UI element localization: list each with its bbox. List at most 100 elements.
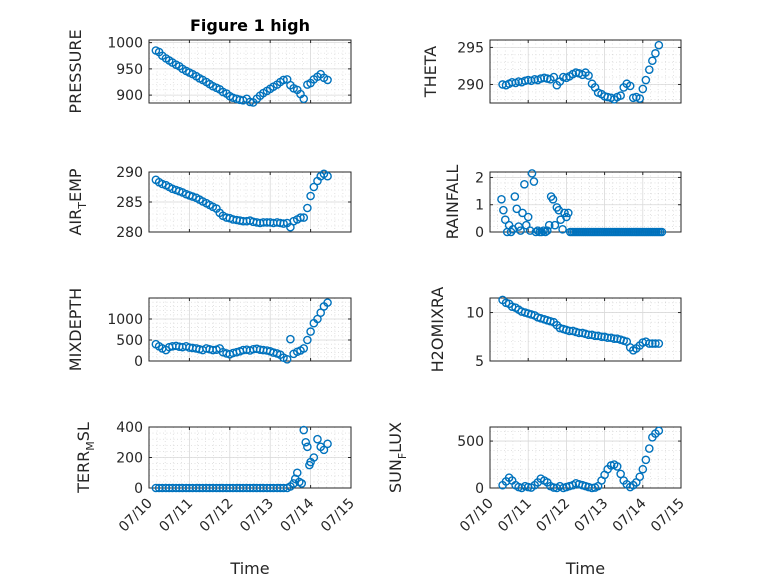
data-point (539, 226, 548, 235)
data-point (523, 212, 533, 222)
data-point (543, 226, 552, 235)
data-point (651, 339, 660, 348)
data-point (151, 483, 161, 493)
x-tick-label: 07/10 (457, 496, 497, 536)
x-tick-label: 07/14 (278, 495, 318, 535)
data-point (188, 192, 197, 201)
data-point (546, 316, 555, 326)
data-point (303, 335, 312, 345)
y-tick-label: 0 (475, 225, 484, 241)
subplot-8: 0 500 SUNFLUX 07/1007/1107/1207/1307/1407/1… (386, 422, 688, 578)
axes-frame (489, 297, 682, 362)
x-tick-label: 07/12 (533, 496, 573, 536)
data-point (537, 227, 546, 237)
data-point (242, 216, 252, 226)
data-point (279, 219, 288, 228)
data-point (309, 182, 319, 192)
y-axis-label: AIRTEMP (66, 168, 89, 235)
y-tick-label: 0 (475, 481, 484, 497)
y-tick-label: 280 (116, 225, 143, 241)
x-tick-label: 07/15 (318, 496, 358, 536)
data-point (638, 84, 648, 94)
data-point (303, 203, 312, 213)
data-point (549, 483, 559, 492)
data-point (297, 479, 307, 488)
data-point (323, 439, 332, 449)
data-point (548, 194, 558, 204)
x-tick-label: 07/11 (495, 496, 535, 536)
data-point (272, 483, 282, 493)
y-tick-label: 500 (116, 333, 143, 349)
data-point (289, 479, 298, 488)
y-axis-label: RAINFALL (443, 165, 462, 240)
data-point (191, 483, 201, 493)
data-point (560, 208, 569, 218)
x-axis-label: Time (229, 559, 269, 578)
subplot-7: 0 200 400 TERRMSL 07/10 07/11 07/12 07/13 07/14 0… (74, 420, 358, 578)
y-axis-label: H2OMIXRA (428, 287, 447, 373)
data-point (657, 227, 667, 237)
x-tick-label: 07/13 (237, 496, 277, 536)
y-tick-label: 200 (116, 451, 143, 467)
y-tick-label: 5 (475, 354, 484, 370)
figure-title: Figure 1 high (190, 16, 310, 35)
data-point (202, 483, 211, 493)
y-tick-label: 290 (116, 165, 143, 181)
y-tick-label: 10 (466, 306, 484, 322)
data-point (648, 56, 657, 66)
data-point (654, 339, 664, 348)
data-point (299, 425, 309, 435)
x-tick-label: 07/15 (648, 496, 688, 536)
data-point (512, 204, 522, 214)
y-tick-label: 900 (116, 88, 143, 104)
y-tick-label: 2 (475, 170, 484, 186)
data-point (549, 72, 559, 82)
data-point (527, 169, 537, 178)
data-point (499, 205, 508, 215)
y-tick-label: 285 (116, 195, 143, 211)
y-axis-label: PRESSURE (66, 29, 85, 113)
x-tick-label: 07/13 (572, 496, 612, 536)
data-point (242, 483, 252, 493)
data-point (544, 220, 554, 230)
data-point (262, 218, 272, 227)
data-point (181, 483, 191, 493)
data-point (171, 483, 181, 493)
y-tick-label: 1000 (107, 312, 143, 328)
x-tick-label: 07/12 (197, 496, 237, 536)
data-point (638, 464, 648, 474)
data-point (550, 220, 560, 230)
data-point (516, 226, 525, 235)
data-point (299, 94, 309, 104)
subplot-6: 5 10 H2OMIXRA (428, 287, 682, 373)
y-tick-label: 500 (457, 434, 484, 450)
subplot-3: 280 285 290 AIRTEMP (66, 165, 352, 241)
x-axis-label: Time (565, 559, 605, 578)
data-point (292, 468, 302, 478)
data-point (306, 191, 315, 201)
data-point (625, 81, 635, 91)
data-point (286, 334, 295, 344)
data-point (282, 355, 292, 364)
y-axis-label: THETA (421, 46, 440, 98)
data-point (319, 445, 329, 455)
data-point (651, 49, 660, 58)
data-point (296, 213, 305, 222)
data-point (654, 40, 664, 50)
data-point (262, 483, 272, 493)
data-point (597, 332, 606, 342)
data-point (635, 94, 645, 103)
data-point (232, 483, 241, 493)
data-point (562, 212, 571, 222)
data-point (644, 444, 654, 453)
y-axis-label: TERRMSL (74, 422, 97, 494)
y-tick-label: 290 (457, 77, 484, 93)
data-point (299, 344, 309, 353)
y-tick-label: 1000 (107, 36, 143, 52)
data-point (306, 327, 315, 336)
x-tick-label: 07/14 (610, 495, 650, 535)
y-axis-label: SUNFLUX (386, 422, 409, 493)
data-point (497, 194, 506, 204)
data-point (309, 453, 319, 462)
data-point (301, 437, 311, 447)
